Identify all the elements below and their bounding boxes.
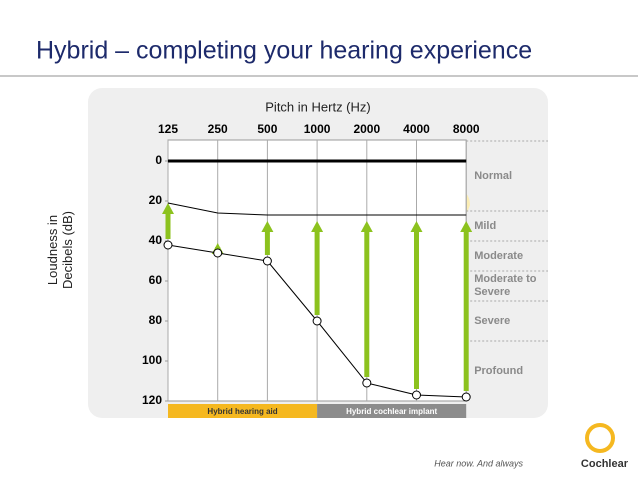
x-axis-label: Pitch in Hertz (Hz): [265, 99, 370, 114]
device-label: Hybrid hearing aid: [207, 407, 277, 416]
x-tick-label: 500: [257, 122, 277, 136]
device-bar: [168, 404, 318, 418]
band-label: Mild: [474, 219, 497, 232]
arrow-head: [162, 203, 174, 214]
y-tick-label: 40: [149, 233, 163, 247]
threshold-point: [213, 248, 223, 258]
y-tick-label: 100: [142, 353, 162, 367]
x-tick-label: 125: [158, 122, 178, 136]
y-tick-label: 120: [142, 393, 162, 407]
arrow-head: [410, 221, 423, 232]
y-tick-label: 60: [149, 273, 163, 287]
band-label: Moderate: [474, 249, 524, 262]
threshold-point: [262, 256, 272, 266]
threshold-point: [412, 390, 421, 400]
tagline: Hear now. And always: [434, 458, 523, 468]
threshold-point: [461, 392, 471, 402]
arrow-head: [460, 221, 473, 232]
y-tick-label: 80: [149, 313, 163, 327]
arrow-head: [360, 221, 373, 232]
y-axis-label: Loudness in Decibels (dB): [45, 210, 75, 290]
x-tick-label: 250: [208, 122, 228, 136]
arrow-head: [311, 221, 324, 232]
threshold-point: [163, 240, 173, 250]
arrow-head: [261, 221, 274, 232]
band-label: Profound: [474, 364, 524, 377]
band-label: Normal: [474, 169, 513, 182]
device-bar: [317, 404, 467, 418]
slide-title: Hybrid – completing your hearing experie…: [36, 37, 532, 65]
x-tick-label: 8000: [453, 122, 480, 136]
x-tick-label: 1000: [304, 122, 331, 136]
threshold-point: [362, 378, 372, 388]
y-tick-label: 20: [149, 193, 163, 207]
y-tick-label: 0: [155, 153, 162, 167]
aided-line: [167, 202, 467, 216]
device-label: Hybrid cochlear implant: [346, 407, 437, 416]
brand: Cochlear: [581, 458, 629, 470]
threshold-point: [312, 316, 322, 326]
band-label: Moderate to Severe: [474, 273, 537, 298]
band-label: Severe: [474, 314, 511, 327]
x-tick-label: 4000: [403, 122, 430, 136]
logo: [585, 423, 615, 453]
x-tick-label: 2000: [353, 122, 380, 136]
